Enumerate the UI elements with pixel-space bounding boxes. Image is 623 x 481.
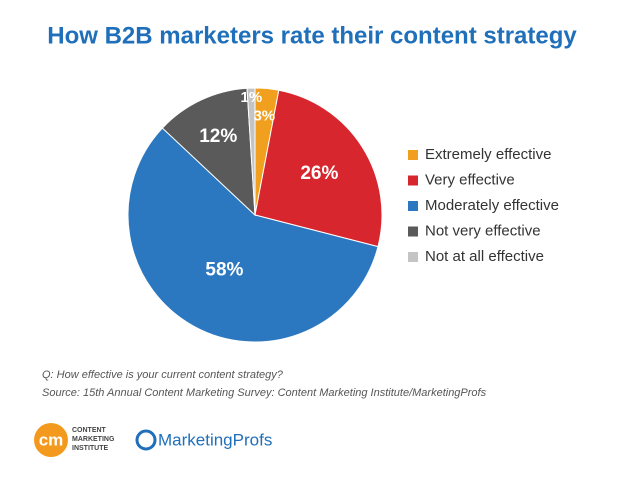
legend-label: Moderately effective bbox=[425, 197, 559, 214]
cmi-logo-mark: cm bbox=[39, 430, 64, 449]
pie-slice bbox=[161, 87, 256, 217]
legend-swatch bbox=[408, 150, 418, 160]
mp-logo-icon bbox=[135, 429, 157, 451]
legend-label: Not very effective bbox=[425, 222, 541, 239]
cmi-logo-text: MARKETING bbox=[72, 436, 115, 443]
slice-label: 12% bbox=[199, 126, 237, 147]
pie-slice bbox=[127, 127, 379, 343]
chart-title: How B2B marketers rate their content str… bbox=[47, 22, 577, 49]
legend-swatch bbox=[408, 252, 418, 262]
cmi-logo-text: INSTITUTE bbox=[72, 445, 108, 452]
legend-swatch bbox=[408, 201, 418, 211]
slice-label: 58% bbox=[205, 260, 243, 281]
pie-slice bbox=[254, 89, 383, 248]
legend-swatch bbox=[408, 226, 418, 237]
legend-swatch bbox=[408, 175, 418, 186]
legend-label: Extremely effective bbox=[425, 146, 551, 163]
question-note: Q: How effective is your current content… bbox=[42, 369, 284, 381]
mp-logo-text: MarketingProfs bbox=[158, 430, 272, 449]
pie-slice bbox=[246, 87, 256, 216]
cmi-logo-circle bbox=[34, 423, 68, 457]
legend-label: Not at all effective bbox=[425, 248, 544, 265]
cmi-logo-text: CONTENT bbox=[72, 427, 107, 434]
slice-label: 3% bbox=[253, 107, 275, 124]
source-note: Source: 15th Annual Content Marketing Su… bbox=[42, 387, 487, 399]
slice-label: 26% bbox=[300, 163, 338, 184]
slice-label: 1% bbox=[240, 89, 262, 106]
legend-label: Very effective bbox=[425, 171, 515, 188]
